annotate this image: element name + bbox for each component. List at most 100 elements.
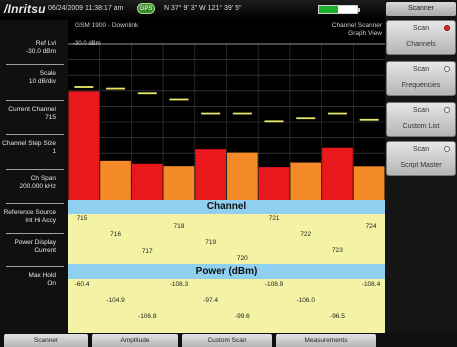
view-title-line2: Graph View [348,30,382,37]
setting-divider [6,266,64,267]
setting-divider [6,203,64,204]
soft-key-label-bottom: Channels [406,41,436,48]
setting-label: Ch Span [30,175,56,182]
setting-label: Power Display [14,239,56,246]
setting-value: 715 [45,114,56,121]
settings-panel [0,20,68,333]
menu-tab-scanner[interactable]: Scanner [4,334,88,347]
setting-value: Int Hi Accy [25,217,56,224]
soft-key-label-top: Scan [413,107,429,114]
power-bar [322,147,353,200]
soft-key-menu-title: Scanner [386,2,456,16]
status-bar [0,0,385,20]
setting-value: -30.0 dBm [26,48,56,55]
soft-key-channels[interactable]: Scan Channels [386,20,456,55]
power-bar [353,166,385,200]
setting-value: 1 [52,148,56,155]
max-hold-marker [74,86,94,88]
power-bar [100,160,131,200]
date-time: 06/24/2009 11:38:17 am [48,5,124,12]
setting-divider [6,169,64,170]
max-hold-marker [232,112,252,115]
gps-coordinates: N 37° 9' 3" W 121° 39' 5" [164,5,242,12]
max-hold-marker [359,118,379,121]
radio-indicator-icon [444,25,450,31]
bar-graph [68,20,385,200]
power-cell: -108.4 [361,281,381,288]
power-cell: -106.0 [296,297,315,304]
max-hold-marker [169,98,189,101]
max-hold-marker [327,112,347,115]
max-hold-marker [137,92,157,95]
mode-label: GSM 1900 - Downlink [75,22,139,29]
channel-cell: 716 [110,231,121,238]
setting-divider [6,100,64,101]
max-hold-marker [201,112,221,115]
menu-tab-amplitude[interactable]: Amplitude [92,334,178,347]
setting-divider [6,134,64,135]
menu-tab-measurements[interactable]: Measurements [276,334,376,347]
setting-item: Ch Span 200.000 kHz [0,175,68,191]
gps-icon: GPS [137,3,155,14]
menu-tab-custom-scan[interactable]: Custom Scan [182,334,272,347]
soft-key-script-master[interactable]: Scan Script Master [386,141,456,176]
channel-cell: 721 [268,215,280,222]
ref-level-tick: -30.0 dBm [73,41,101,47]
power-bar [258,167,290,200]
power-cell: -108.3 [169,281,189,288]
setting-item: Power Display Current [0,239,68,255]
power-cell: -96.5 [330,313,345,320]
power-bar [68,91,100,200]
soft-key-label-top: Scan [413,146,429,153]
soft-key-label-bottom: Custom List [402,123,440,130]
setting-label: Reference Source [3,209,56,216]
max-hold-marker [296,117,316,120]
battery-tip [358,8,360,12]
setting-label: Channel Step Size [2,140,56,147]
channel-table-title: Channel [68,200,385,214]
max-hold-marker [264,120,284,123]
setting-value: 10 dB/div [28,78,56,85]
power-cell: -104.9 [106,297,125,304]
setting-item: Scale 10 dB/div [0,70,68,86]
soft-key-label-bottom: Frequencies [401,82,441,89]
soft-key-label-top: Scan [413,25,429,32]
radio-indicator-icon [444,107,450,113]
channel-cell: 724 [365,223,377,230]
radio-indicator-icon [444,146,450,152]
setting-item: Channel Step Size 1 [0,140,68,156]
setting-value: Current [34,247,56,254]
setting-value: On [47,280,56,287]
channel-cell: 723 [332,247,343,254]
power-bar [131,163,163,200]
view-title: Channel Scanner Graph View [290,22,382,38]
setting-divider [6,233,64,234]
battery-icon [318,5,358,14]
channel-cell: 715 [76,215,88,222]
power-bar [163,166,195,200]
soft-key-label-top: Scan [413,66,429,73]
soft-key-custom-list[interactable]: Scan Custom List [386,102,456,137]
power-cell: -106.8 [138,313,157,320]
brand-logo: /Inritsu [4,2,46,16]
power-cell: -108.9 [264,281,284,288]
power-cell: -97.4 [203,297,219,304]
channel-cell: 717 [141,248,153,255]
power-table-title: Power (dBm) [68,264,385,279]
power-bar [290,162,322,200]
channel-cell: 720 [236,255,248,262]
setting-label: Max Hold [28,272,56,279]
view-title-line1: Channel Scanner [331,22,382,29]
power-cell: -60.4 [74,281,90,288]
setting-label: Current Channel [8,106,56,113]
max-hold-marker [106,87,126,90]
radio-indicator-icon [444,66,450,72]
power-cell: -99.6 [234,313,250,320]
setting-label: Scale [39,70,56,77]
soft-key-frequencies[interactable]: Scan Frequencies [386,61,456,96]
channel-cell: 719 [205,239,217,246]
setting-label: Ref Lvl [35,40,56,47]
power-bar [195,149,226,200]
channel-cell: 722 [300,231,312,238]
battery-level [319,6,338,13]
